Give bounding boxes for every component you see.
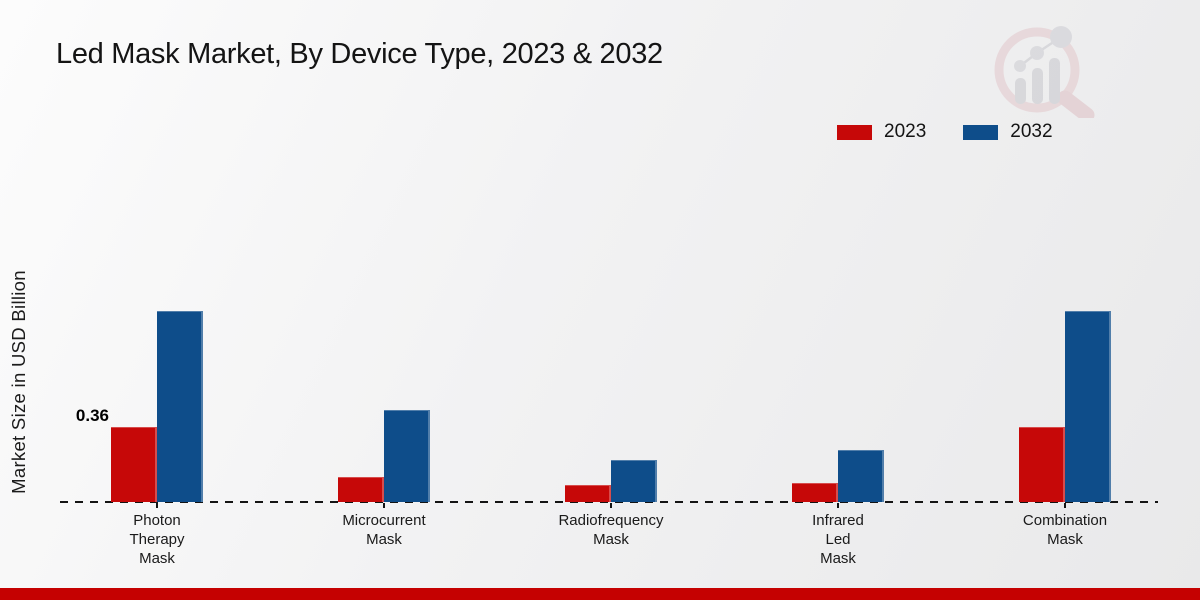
value-label-2023-photon-therapy-mask: 0.36 (75, 406, 109, 425)
legend-item-2032: 2032 (963, 121, 1053, 143)
x-axis-tick-combination-mask (1064, 503, 1066, 508)
x-axis-tick-infrared-led-mask (837, 503, 839, 508)
footer-accent-bar (0, 588, 1200, 600)
bar-2032-radiofrequency-mask (611, 460, 657, 502)
x-axis-label-infrared-led-mask: Infrared Led Mask (812, 512, 864, 567)
bar-2023-photon-therapy-mask (111, 427, 157, 502)
bar-2023-infrared-led-mask (792, 483, 838, 502)
x-axis-label-combination-mask: Combination Mask (1022, 512, 1108, 548)
legend-swatch-2023 (837, 124, 872, 140)
bar-2023-microcurrent-mask (338, 477, 384, 502)
x-axis-label-radiofrequency-mask: Radiofrequency Mask (558, 512, 664, 548)
legend-swatch-2032 (963, 124, 999, 140)
y-axis-title: Market Size in USD Billion (8, 270, 29, 494)
bar-2023-radiofrequency-mask (565, 485, 611, 502)
market-research-future-logo-icon (994, 26, 1095, 118)
x-axis-tick-microcurrent-mask (383, 503, 385, 508)
bar-2032-infrared-led-mask (838, 450, 884, 502)
bar-2032-microcurrent-mask (384, 410, 430, 502)
legend-label-2023: 2023 (884, 121, 927, 142)
x-axis-label-microcurrent-mask: Microcurrent Mask (342, 512, 426, 548)
x-axis-label-photon-therapy-mask: Photon Therapy Mask (129, 512, 185, 567)
bar-2032-combination-mask (1065, 311, 1111, 502)
bar-2023-combination-mask (1019, 427, 1065, 502)
chart-title: Led Mask Market, By Device Type, 2023 & … (56, 38, 663, 70)
legend-label-2032: 2032 (1010, 121, 1053, 142)
x-axis-tick-radiofrequency-mask (610, 503, 612, 508)
x-axis-baseline (60, 501, 1158, 503)
legend: 2023 2032 (837, 121, 1053, 143)
x-axis-tick-photon-therapy-mask (156, 503, 158, 508)
legend-item-2023: 2023 (837, 121, 926, 143)
bar-2032-photon-therapy-mask (157, 311, 203, 502)
